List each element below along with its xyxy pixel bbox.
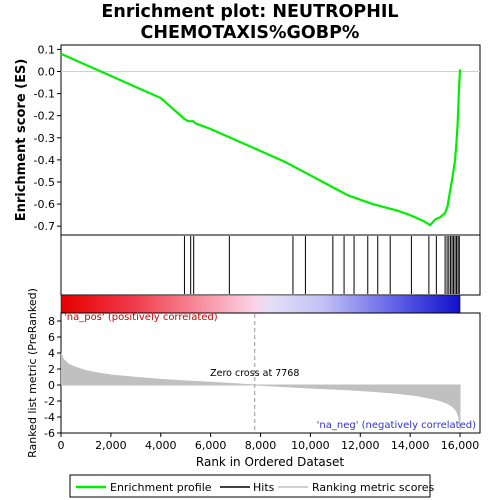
- x-tick-label: 12,000: [341, 439, 380, 452]
- rank-y-tick-label: -4: [44, 411, 55, 424]
- ranking-metric-area: [61, 352, 461, 430]
- rank-y-tick-label: 0: [48, 379, 55, 392]
- x-tick-label: 8,000: [245, 439, 277, 452]
- es-y-tick-label: 0.0: [38, 66, 56, 79]
- hits-panel: [60, 234, 481, 296]
- rank-y-tick-label: -6: [44, 427, 55, 440]
- es-y-tick-label: -0.5: [34, 176, 55, 189]
- x-tick-label: 10,000: [291, 439, 330, 452]
- es-y-tick-label: -0.4: [34, 154, 55, 167]
- es-y-axis-label: Enrichment score (ES): [14, 59, 29, 222]
- es-y-tick-label: 0.1: [38, 43, 56, 56]
- ranking-heatmap-bar: [60, 294, 461, 314]
- enrichment-profile-line: [60, 52, 462, 227]
- x-tick-label: 4,000: [145, 439, 177, 452]
- x-tick-label: 0: [58, 439, 65, 452]
- legend-enrichment-label: Enrichment profile: [110, 481, 212, 494]
- x-tick-label: 14,000: [391, 439, 430, 452]
- x-tick-label: 6,000: [195, 439, 227, 452]
- rank-y-tick-label: 8: [48, 315, 55, 328]
- x-axis-label: Rank in Ordered Dataset: [196, 455, 344, 469]
- x-tick-label: 2,000: [95, 439, 127, 452]
- zero-cross-label: Zero cross at 7768: [210, 368, 299, 379]
- legend-box: [69, 474, 431, 498]
- negative-correlation-label: 'na_neg' (negatively correlated): [317, 420, 476, 431]
- ranked-metric-panel: [60, 312, 481, 434]
- legend-ranking-label: Ranking metric scores: [312, 481, 434, 494]
- es-panel: [60, 44, 481, 236]
- es-y-tick-label: -0.7: [34, 220, 55, 233]
- rank-y-tick-label: 4: [48, 347, 55, 360]
- rank-y-tick-label: 6: [48, 331, 55, 344]
- rank-y-tick-label: 2: [48, 363, 55, 376]
- rank-y-axis-label: Ranked list metric (PreRanked): [26, 288, 39, 458]
- es-y-tick-label: -0.2: [34, 110, 55, 123]
- rank-y-tick-label: -2: [44, 395, 55, 408]
- legend-hits-label: Hits: [253, 481, 275, 494]
- es-y-tick-label: -0.3: [34, 132, 55, 145]
- chart-title: Enrichment plot: NEUTROPHIL CHEMOTAXIS%G…: [101, 2, 399, 64]
- es-y-tick-label: -0.6: [34, 198, 55, 211]
- x-tick-label: 16,000: [441, 439, 480, 452]
- es-y-tick-label: -0.1: [34, 88, 55, 101]
- positive-correlation-label: 'na_pos' (positively correlated): [64, 312, 218, 323]
